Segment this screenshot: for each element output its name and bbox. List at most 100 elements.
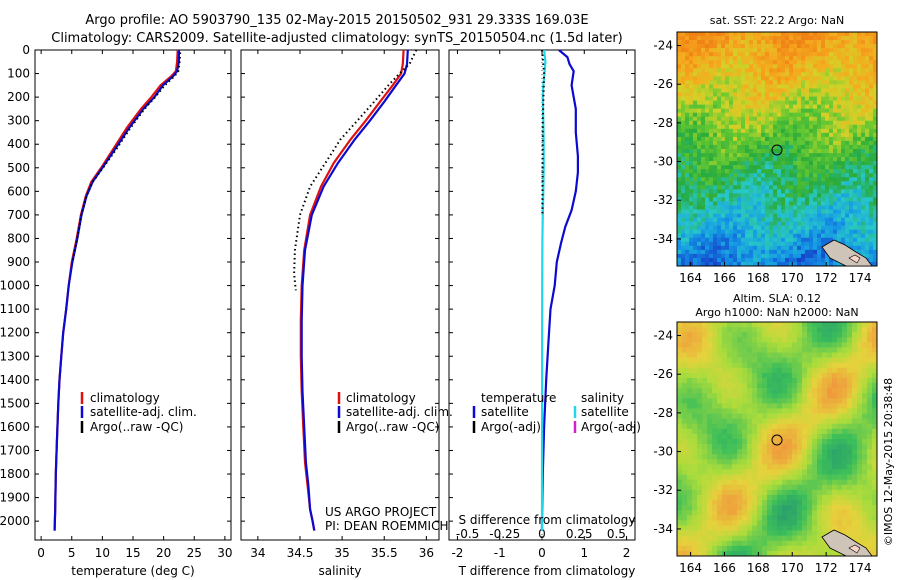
heatmap-cell <box>817 80 822 85</box>
heatmap-cell <box>777 52 782 57</box>
heatmap-cell <box>853 88 858 93</box>
heatmap-cell <box>713 161 718 166</box>
heatmap-cell <box>812 418 818 425</box>
heatmap-cell <box>845 157 850 162</box>
heatmap-cell <box>729 116 734 122</box>
heatmap-cell <box>705 144 710 150</box>
heatmap-cell <box>872 357 877 363</box>
heatmap-cell <box>773 124 778 130</box>
heatmap-cell <box>745 140 750 146</box>
heatmap-cell <box>852 464 858 470</box>
heatmap-cell <box>841 112 846 118</box>
heatmap-cell <box>805 72 810 77</box>
heatmap-cell <box>837 428 843 435</box>
heatmap-cell <box>737 36 742 41</box>
heatmap-cell <box>772 332 778 338</box>
heatmap-cell <box>682 464 688 470</box>
heatmap-cell <box>809 144 814 150</box>
heatmap-cell <box>809 52 814 57</box>
heatmap-cell <box>782 500 788 506</box>
heatmap-cell <box>829 112 834 118</box>
heatmap-cell <box>782 428 788 435</box>
heatmap-cell <box>702 530 708 536</box>
heatmap-cell <box>797 56 802 61</box>
heatmap-cell <box>693 261 698 266</box>
heatmap-cell <box>677 525 683 531</box>
heatmap-cell <box>789 241 794 247</box>
heatmap-cell <box>732 500 738 506</box>
heatmap-cell <box>721 88 726 93</box>
heatmap-cell <box>821 40 826 45</box>
heatmap-cell <box>805 124 810 130</box>
heatmap-cell <box>797 408 803 414</box>
heatmap-cell <box>753 205 758 210</box>
heatmap-cell <box>845 201 850 206</box>
heatmap-cell <box>873 161 877 166</box>
heatmap-cell <box>697 449 703 455</box>
heatmap-cell <box>749 241 754 247</box>
heatmap-cell <box>677 418 683 425</box>
heatmap-cell <box>833 205 838 210</box>
y-tick-label: 400 <box>7 137 30 151</box>
heatmap-cell <box>869 229 874 235</box>
heatmap-cell <box>725 128 730 134</box>
heatmap-cell <box>837 237 842 243</box>
heatmap-cell <box>829 169 834 174</box>
heatmap-cell <box>825 225 830 230</box>
heatmap-cell <box>785 249 790 255</box>
heatmap-cell <box>861 80 866 85</box>
heatmap-cell <box>697 104 702 109</box>
heatmap-cell <box>677 362 683 369</box>
heatmap-cell <box>802 510 808 516</box>
heatmap-cell <box>693 140 698 146</box>
heatmap-cell <box>721 237 726 243</box>
heatmap-cell <box>872 413 877 419</box>
heatmap-cell <box>727 337 733 343</box>
heatmap-cell <box>707 540 713 547</box>
heatmap-cell <box>697 165 702 170</box>
heatmap-cell <box>837 209 842 214</box>
heatmap-cell <box>733 205 738 210</box>
heatmap-cell <box>869 221 874 226</box>
heatmap-cell <box>769 249 774 255</box>
heatmap-cell <box>853 64 858 69</box>
heatmap-cell <box>825 209 830 214</box>
heatmap-cell <box>737 515 743 521</box>
y-tick-label: -26 <box>653 77 673 91</box>
heatmap-cell <box>797 229 802 235</box>
heatmap-cell <box>777 144 782 150</box>
heatmap-cell <box>709 92 714 97</box>
heatmap-cell <box>693 221 698 226</box>
heatmap-cell <box>729 64 734 69</box>
heatmap-cell <box>801 185 806 190</box>
heatmap-cell <box>757 173 762 178</box>
heatmap-cell <box>737 88 742 93</box>
heatmap-cell <box>745 241 750 247</box>
heatmap-cell <box>689 249 694 255</box>
heatmap-cell <box>721 36 726 41</box>
heatmap-cell <box>745 229 750 235</box>
heatmap-cell <box>809 257 814 263</box>
heatmap-cell <box>809 189 814 194</box>
heatmap-cell <box>865 32 870 37</box>
heatmap-cell <box>862 500 868 506</box>
heatmap-cell <box>757 444 763 450</box>
difference-xlabel-bottom: T difference from climatology <box>458 564 636 578</box>
heatmap-cell <box>849 213 854 218</box>
heatmap-cell <box>769 161 774 166</box>
heatmap-cell <box>741 185 746 190</box>
heatmap-cell <box>797 464 803 470</box>
heatmap-cell <box>685 161 690 166</box>
heatmap-cell <box>809 241 814 247</box>
heatmap-cell <box>692 428 698 435</box>
heatmap-cell <box>862 479 868 486</box>
heatmap-cell <box>717 515 723 521</box>
heatmap-cell <box>761 165 766 170</box>
heatmap-cell <box>709 36 714 41</box>
heatmap-cell <box>767 489 773 496</box>
heatmap-cell <box>872 322 877 328</box>
heatmap-cell <box>757 185 762 190</box>
heatmap-cell <box>692 469 698 475</box>
heatmap-cell <box>809 76 814 81</box>
heatmap-cell <box>845 161 850 166</box>
